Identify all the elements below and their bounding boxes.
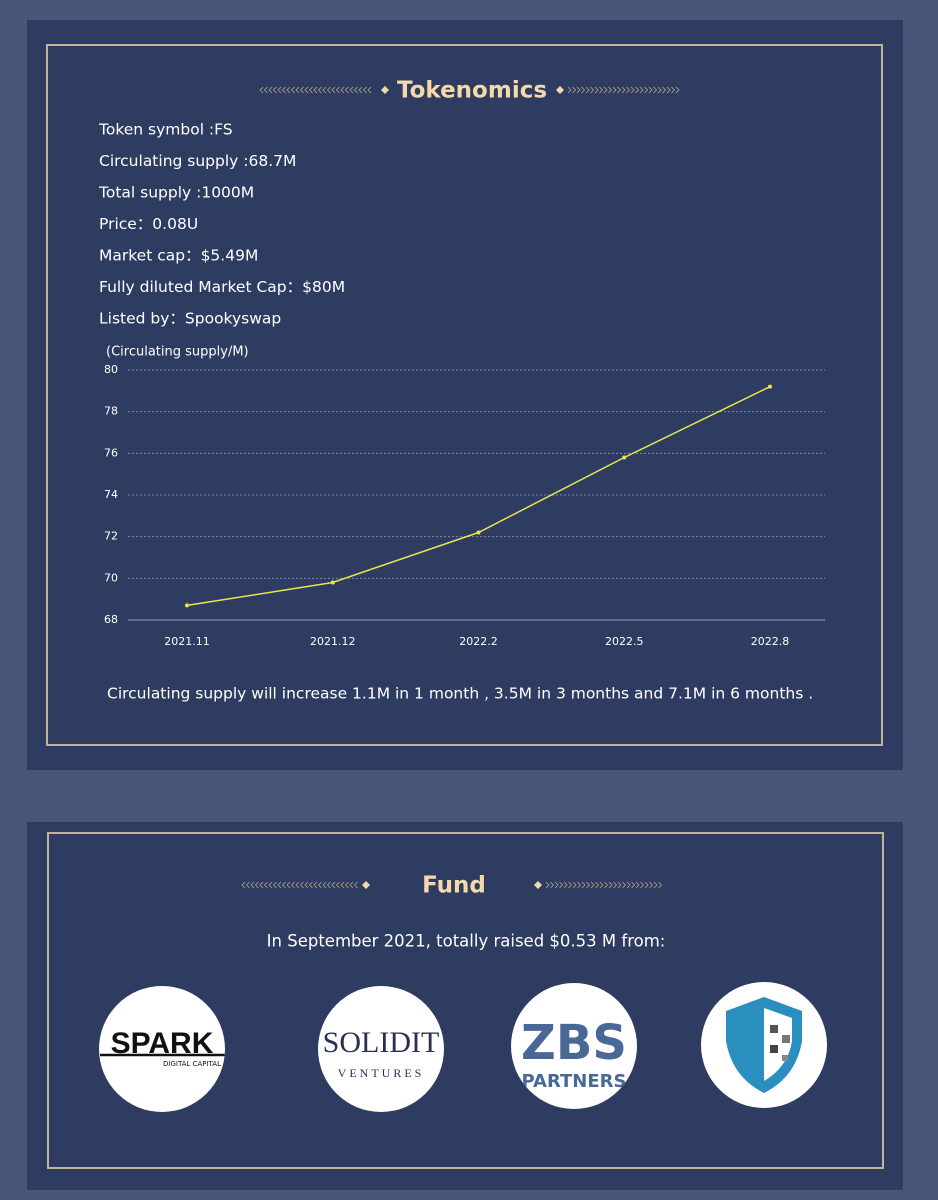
x-tick-label: 2022.2 <box>459 635 498 648</box>
logo-text: SOLIDIT <box>323 1026 440 1059</box>
y-tick-label: 74 <box>104 488 118 501</box>
fund-text: In September 2021, totally raised $0.53 … <box>267 932 666 951</box>
logo <box>511 983 637 1109</box>
panel-border <box>46 44 883 746</box>
y-tick-label: 72 <box>104 530 118 543</box>
section-title: Fund <box>422 873 486 899</box>
logo-text: PARTNERS <box>522 1071 627 1092</box>
x-tick-label: 2021.12 <box>310 635 356 648</box>
pixel <box>770 1045 778 1053</box>
info-line: Total supply :1000M <box>98 184 254 202</box>
logo <box>318 986 444 1112</box>
panel <box>27 20 903 770</box>
y-tick-label: 78 <box>104 405 118 418</box>
x-tick-label: 2021.11 <box>164 635 210 648</box>
point <box>330 580 335 585</box>
info-line: Market cap：$5.49M <box>99 247 258 265</box>
point <box>476 530 481 535</box>
y-tick-label: 80 <box>104 363 118 376</box>
logo-text: VENTURES <box>338 1066 425 1080</box>
info-line: Token symbol :FS <box>98 121 233 139</box>
point <box>768 384 772 389</box>
x-tick-label: 2022.8 <box>751 635 790 648</box>
logos: SPARK DIGITAL CAPITAL SOLIDIT VENTURES Z… <box>99 982 827 1112</box>
info-line: Listed by：Spookyswap <box>99 310 281 328</box>
point <box>185 603 189 608</box>
info-line: Fully diluted Market Cap：$80M <box>99 278 345 296</box>
pixel <box>770 1025 778 1033</box>
logo-text: DIGITAL CAPITAL <box>163 1060 221 1068</box>
info-line: Circulating supply :68.7M <box>99 152 296 170</box>
info-line: Price：0.08U <box>99 215 198 233</box>
y-tick-label: 68 <box>104 613 118 626</box>
y-tick-label: 76 <box>104 446 118 459</box>
point <box>622 455 627 460</box>
y-tick-label: 70 <box>104 571 118 584</box>
logo-text: ZBS <box>521 1015 627 1071</box>
x-tick-label: 2022.5 <box>605 635 644 648</box>
pixel <box>782 1055 788 1061</box>
panel-border <box>47 832 884 1169</box>
chevrons <box>241 86 680 889</box>
logo <box>99 986 225 1112</box>
pixel <box>782 1035 790 1043</box>
note: Circulating supply will increase 1.1M in… <box>107 685 813 703</box>
y-axis-label: (Circulating supply/M) <box>106 345 249 360</box>
section-title: Tokenomics <box>397 78 547 104</box>
